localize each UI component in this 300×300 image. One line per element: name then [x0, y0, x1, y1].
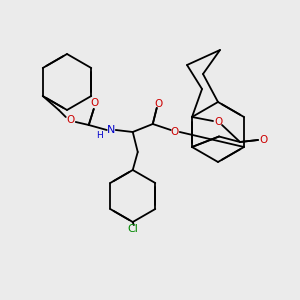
Text: O: O [171, 127, 179, 137]
Text: O: O [154, 99, 163, 109]
Text: O: O [214, 117, 222, 127]
Text: N: N [106, 125, 115, 135]
Text: H: H [96, 130, 103, 140]
Text: O: O [259, 135, 267, 145]
Text: Cl: Cl [127, 224, 138, 234]
Text: O: O [91, 98, 99, 108]
Text: O: O [67, 115, 75, 125]
